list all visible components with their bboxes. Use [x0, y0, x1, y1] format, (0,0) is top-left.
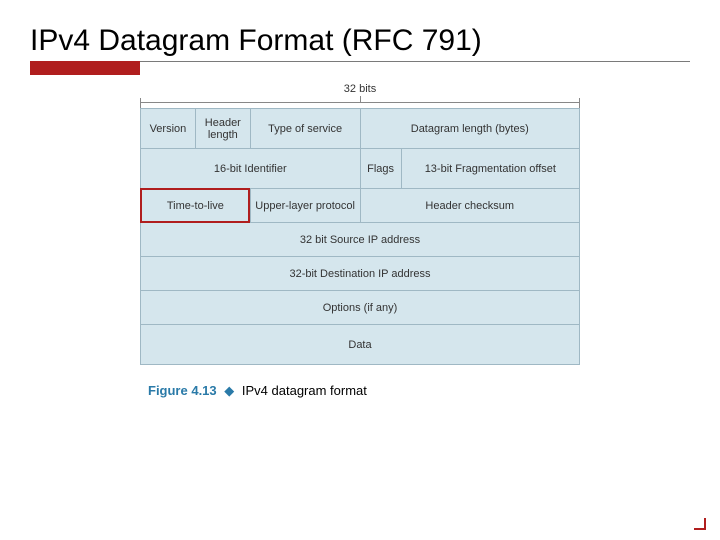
figure-caption-text: IPv4 datagram format [242, 383, 367, 398]
datagram-figure: 32 bits VersionHeader lengthType of serv… [80, 83, 640, 399]
field-version: Version [141, 109, 196, 149]
corner-mark-icon [694, 518, 706, 530]
title-accent-bar [30, 61, 140, 75]
field-flags: Flags [360, 149, 401, 189]
page-title: IPv4 Datagram Format (RFC 791) [30, 24, 690, 62]
figure-caption: Figure 4.13 ◆ IPv4 datagram format [148, 383, 640, 399]
caption-diamond-icon: ◆ [224, 383, 234, 398]
bits-bracket [140, 96, 580, 108]
field-header-checksum: Header checksum [360, 189, 580, 223]
datagram-table: VersionHeader lengthType of serviceDatag… [140, 108, 580, 365]
field-options-if-any: Options (if any) [141, 291, 580, 325]
field-13-bit-fragmentation-offset: 13-bit Fragmentation offset [401, 149, 579, 189]
field-time-to-live: Time-to-live [141, 189, 251, 223]
field-header-length: Header length [195, 109, 250, 149]
bits-width-label: 32 bits [80, 83, 640, 95]
field-16-bit-identifier: 16-bit Identifier [141, 149, 361, 189]
figure-number: Figure 4.13 [148, 383, 217, 398]
field-32-bit-source-ip-address: 32 bit Source IP address [141, 223, 580, 257]
field-type-of-service: Type of service [250, 109, 360, 149]
field-upper-layer-protocol: Upper-layer protocol [250, 189, 360, 223]
field-data: Data [141, 325, 580, 365]
field-datagram-length-bytes: Datagram length (bytes) [360, 109, 580, 149]
field-32-bit-destination-ip-address: 32-bit Destination IP address [141, 257, 580, 291]
